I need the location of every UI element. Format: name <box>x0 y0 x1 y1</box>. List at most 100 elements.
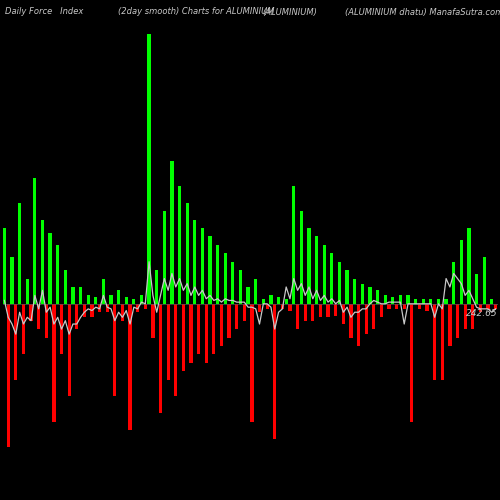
Bar <box>208 236 212 304</box>
Bar <box>166 304 170 380</box>
Bar <box>452 262 456 304</box>
Bar <box>391 297 394 304</box>
Bar <box>437 299 440 304</box>
Bar <box>148 34 150 304</box>
Bar <box>110 296 112 304</box>
Bar <box>326 304 330 318</box>
Bar <box>277 297 280 304</box>
Bar <box>113 304 116 396</box>
Bar <box>464 304 467 329</box>
Bar <box>242 304 246 320</box>
Bar <box>231 262 234 304</box>
Bar <box>334 304 338 316</box>
Bar <box>72 287 74 304</box>
Bar <box>406 296 410 304</box>
Bar <box>384 296 387 304</box>
Bar <box>308 228 310 304</box>
Bar <box>48 233 51 304</box>
Bar <box>33 178 36 304</box>
Bar <box>94 297 98 304</box>
Bar <box>186 203 189 304</box>
Bar <box>296 304 299 329</box>
Bar <box>246 287 250 304</box>
Bar <box>98 304 101 312</box>
Bar <box>322 245 326 304</box>
Bar <box>204 304 208 363</box>
Bar <box>64 270 67 304</box>
Bar <box>90 304 94 318</box>
Bar <box>56 245 59 304</box>
Bar <box>273 304 276 438</box>
Bar <box>330 254 334 304</box>
Bar <box>201 228 204 304</box>
Bar <box>152 304 154 338</box>
Bar <box>304 304 307 320</box>
Bar <box>170 160 173 304</box>
Bar <box>388 304 390 309</box>
Bar <box>14 304 18 380</box>
Bar <box>456 304 459 338</box>
Bar <box>350 304 352 338</box>
Bar <box>124 297 128 304</box>
Text: (2day smooth) Charts for ALUMINIUM: (2day smooth) Charts for ALUMINIUM <box>118 8 274 16</box>
Bar <box>60 304 63 354</box>
Bar <box>475 274 478 304</box>
Bar <box>6 304 10 447</box>
Bar <box>10 256 14 304</box>
Bar <box>224 254 227 304</box>
Bar <box>266 304 269 309</box>
Bar <box>174 304 178 396</box>
Bar <box>254 278 258 304</box>
Bar <box>136 304 140 312</box>
Bar <box>102 278 105 304</box>
Bar <box>220 304 223 346</box>
Bar <box>155 270 158 304</box>
Bar <box>235 304 238 329</box>
Bar <box>468 228 470 304</box>
Bar <box>364 304 368 334</box>
Bar <box>280 304 284 309</box>
Bar <box>197 304 200 354</box>
Bar <box>448 304 452 346</box>
Text: (ALUMINIUM dhatu) ManafaSutra.com: (ALUMINIUM dhatu) ManafaSutra.com <box>345 8 500 16</box>
Bar <box>68 304 71 396</box>
Bar <box>486 304 490 309</box>
Bar <box>37 304 40 329</box>
Bar <box>30 304 32 320</box>
Bar <box>132 299 136 304</box>
Bar <box>44 304 48 338</box>
Bar <box>402 304 406 309</box>
Bar <box>52 304 56 422</box>
Bar <box>178 186 181 304</box>
Bar <box>357 304 360 346</box>
Bar <box>292 186 296 304</box>
Bar <box>212 304 216 354</box>
Bar <box>75 304 78 329</box>
Bar <box>478 304 482 312</box>
Bar <box>250 304 254 422</box>
Bar <box>471 304 474 329</box>
Bar <box>228 304 230 338</box>
Bar <box>368 287 372 304</box>
Bar <box>429 299 432 304</box>
Bar <box>353 278 356 304</box>
Bar <box>482 256 486 304</box>
Bar <box>86 296 90 304</box>
Bar <box>216 245 220 304</box>
Bar <box>433 304 436 380</box>
Bar <box>41 220 44 304</box>
Bar <box>414 299 418 304</box>
Bar <box>315 236 318 304</box>
Bar <box>288 304 292 310</box>
Bar <box>258 304 261 312</box>
Bar <box>3 228 6 304</box>
Bar <box>162 211 166 304</box>
Bar <box>426 304 428 310</box>
Bar <box>444 299 448 304</box>
Bar <box>190 304 192 363</box>
Bar <box>346 270 348 304</box>
Text: (ALUMINIUM): (ALUMINIUM) <box>262 8 318 16</box>
Bar <box>144 304 147 309</box>
Bar <box>376 290 379 304</box>
Bar <box>360 284 364 304</box>
